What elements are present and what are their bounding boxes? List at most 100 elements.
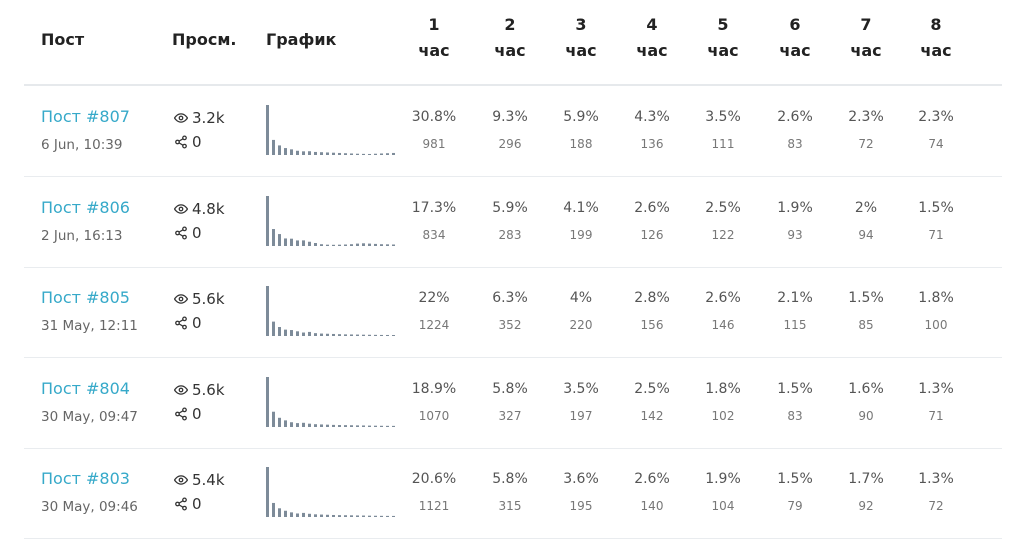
hour-count: 1070 [418, 408, 450, 423]
hour-count: 142 [640, 408, 664, 423]
sparkline-bar [380, 334, 383, 336]
share-icon [174, 407, 192, 421]
hour-percent: 1.6% [848, 380, 884, 397]
hour-percent: 4.1% [563, 199, 599, 216]
hour-count: 79 [787, 499, 803, 513]
sparkline-bar [308, 513, 311, 517]
hour-percent: 18.9% [411, 380, 457, 397]
sparkline-chart [266, 105, 395, 155]
sparkline-bar [386, 515, 389, 517]
hour-count: 352 [498, 318, 522, 332]
post-date: 30 May, 09:46 [41, 499, 138, 515]
header-views: Просм. [172, 30, 237, 49]
shares-stat: 0 [174, 224, 202, 242]
sparkline-bar [278, 417, 281, 427]
post-link[interactable]: Пост #807 [41, 107, 130, 126]
hour-count: 90 [858, 408, 874, 423]
header-hour-4: 4 час [622, 12, 682, 64]
sparkline-bar [284, 510, 287, 517]
header-hour-5: 5 час [693, 12, 753, 64]
sparkline-bar [290, 238, 293, 246]
sparkline-bar [296, 422, 299, 427]
sparkline-bar [350, 153, 353, 155]
post-link[interactable]: Пост #805 [41, 288, 130, 307]
hour-count: 122 [711, 227, 735, 242]
post-link[interactable]: Пост #804 [41, 378, 130, 398]
hour-count: 981 [422, 137, 446, 151]
sparkline-bar [356, 153, 359, 155]
hour-count: 126 [640, 227, 664, 242]
hour-count: 296 [498, 137, 522, 151]
sparkline-bar [296, 239, 299, 246]
hour-percent: 2.5% [634, 380, 670, 397]
hour-count: 74 [928, 137, 944, 151]
hour-percent: 1.3% [918, 380, 954, 397]
sparkline-bar [344, 515, 347, 517]
sparkline-bar [356, 515, 359, 517]
sparkline-chart [266, 467, 395, 517]
sparkline-bar [356, 334, 359, 336]
sparkline-bar [362, 242, 365, 246]
sparkline-bar [284, 148, 287, 155]
hour-percent: 4.3% [634, 109, 670, 125]
header-hour-2: 2 час [480, 12, 540, 64]
hour-percent: 1.3% [918, 471, 954, 487]
sparkline-bar [380, 425, 383, 427]
sparkline-bar [368, 425, 371, 427]
sparkline-bar [350, 424, 353, 427]
post-date: 30 May, 09:47 [41, 408, 138, 425]
header-hour-number: 4 [646, 15, 658, 34]
sparkline-bar [278, 508, 281, 517]
sparkline-bar [272, 228, 275, 246]
hour-count: 71 [928, 227, 944, 242]
views-stat: 5.4k [174, 471, 225, 489]
sparkline-bar [320, 423, 323, 427]
hour-percent: 30.8% [411, 109, 457, 125]
sparkline-bar [284, 237, 287, 246]
sparkline-bar [296, 331, 299, 336]
sparkline-bar [278, 145, 281, 155]
hour-count: 94 [858, 227, 874, 242]
header-hour-unit: час [850, 41, 882, 60]
sparkline-bar [308, 241, 311, 246]
hour-count: 83 [787, 408, 803, 423]
sparkline-bar [350, 515, 353, 517]
sparkline-bar [308, 423, 311, 427]
sparkline-bar [362, 334, 365, 336]
header-hour-number: 2 [504, 15, 516, 34]
sparkline-bar [392, 425, 395, 427]
views-count: 5.6k [192, 380, 225, 399]
sparkline-bar [386, 425, 389, 427]
sparkline-bar [374, 153, 377, 155]
sparkline-bar [362, 153, 365, 155]
post-link[interactable]: Пост #803 [41, 469, 130, 488]
hour-count: 100 [924, 318, 948, 332]
header-hour-unit: час [565, 41, 597, 60]
sparkline-bar [314, 514, 317, 517]
share-icon [174, 497, 192, 511]
sparkline-bar [356, 424, 359, 427]
hour-count: 315 [498, 499, 522, 513]
sparkline-bar [320, 333, 323, 336]
sparkline-bar [272, 411, 275, 427]
shares-stat: 0 [174, 314, 202, 332]
sparkline-bar [350, 243, 353, 246]
header-post: Пост [41, 30, 85, 49]
hour-percent: 1.9% [705, 471, 741, 487]
hour-percent: 5.9% [563, 109, 599, 125]
sparkline-bar [380, 515, 383, 517]
share-icon [174, 135, 192, 149]
views-stat: 5.6k [174, 290, 225, 308]
hour-count: 834 [422, 227, 446, 242]
sparkline-bar [278, 233, 281, 246]
post-link[interactable]: Пост #806 [41, 197, 130, 217]
hour-count: 197 [569, 408, 593, 423]
hour-percent: 2.6% [634, 199, 670, 216]
hour-percent: 2.5% [705, 199, 741, 216]
hour-percent: 1.5% [918, 199, 954, 216]
sparkline-bar [332, 424, 335, 427]
header-hour-3: 3 час [551, 12, 611, 64]
sparkline-bar [314, 151, 317, 155]
header-hour-number: 1 [428, 15, 440, 34]
table-row: Пост #806 2 Jun, 16:13 4.8k 0 17.3% 834 5.… [24, 178, 1002, 268]
